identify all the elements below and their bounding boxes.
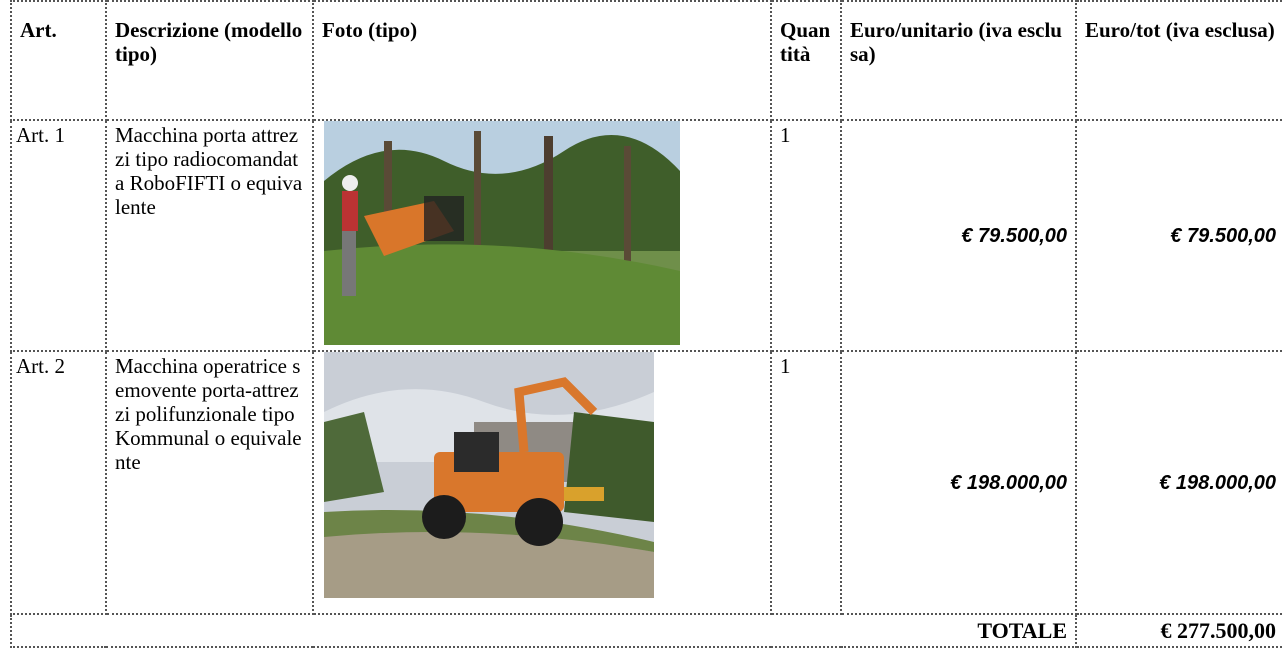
header-cell: Descrizione (modello tipo) (105, 0, 314, 121)
art-cell: Art. 1 (10, 119, 107, 352)
photo-cell (312, 350, 772, 615)
total-row: TOTALE € 277.500,00 (10, 613, 1284, 648)
photo-cell (312, 119, 772, 352)
header-cell: Euro/tot (iva esclusa) (1075, 0, 1284, 121)
total-value: € 277.500,00 (1075, 613, 1284, 648)
header-cell: Euro/unitario (iva esclusa) (840, 0, 1077, 121)
description-cell: Macchina operatrice semovente porta-attr… (105, 350, 314, 615)
unit-price-cell: € 79.500,00 (840, 119, 1077, 352)
header-row: Art. Descrizione (modello tipo) Foto (tipo… (10, 0, 1284, 121)
header-cell: Art. (10, 0, 107, 121)
header-cell: Foto (tipo) (312, 0, 772, 121)
total-label: TOTALE (10, 613, 1077, 648)
header-cell: Quantità (770, 0, 842, 121)
total-price-cell: € 79.500,00 (1075, 119, 1284, 352)
price-table: Art. Descrizione (modello tipo) Foto (tipo… (10, 0, 1284, 648)
quantity-cell: 1 (770, 350, 842, 615)
table-row: Art. 2 Macchina operatrice semovente port… (10, 350, 1284, 615)
quantity-cell: 1 (770, 119, 842, 352)
photo (324, 121, 680, 345)
page: {"table": { "header": ["Art.", "Descrizi… (10, 0, 1284, 648)
total-price-cell: € 198.000,00 (1075, 350, 1284, 615)
description-cell: Macchina porta attrezzi tipo radiocomand… (105, 119, 314, 352)
art-cell: Art. 2 (10, 350, 107, 615)
table-body: Art. 1 Macchina porta attrezzi tipo radio… (10, 119, 1284, 648)
unit-price-cell: € 198.000,00 (840, 350, 1077, 615)
photo (324, 352, 654, 598)
table-row: Art. 1 Macchina porta attrezzi tipo radio… (10, 119, 1284, 352)
